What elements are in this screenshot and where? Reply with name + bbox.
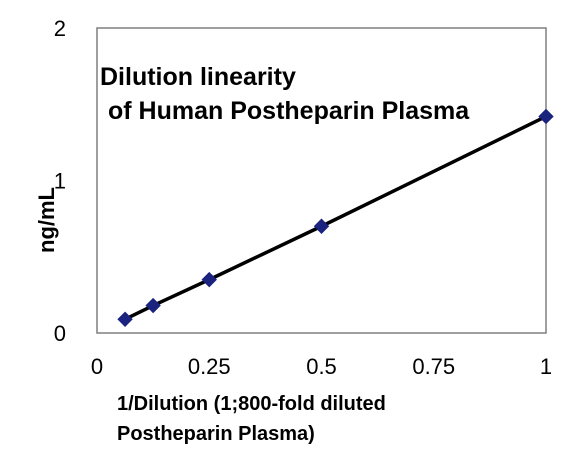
data-series xyxy=(117,108,554,327)
x-axis-label-line-1: 1/Dilution (1;800-fold diluted xyxy=(117,393,386,415)
data-point-marker xyxy=(145,297,161,314)
x-tick-label: 0.25 xyxy=(188,354,231,379)
plot-frame xyxy=(96,27,547,334)
chart-title-line-2: of Human Postheparin Plasma xyxy=(108,97,470,125)
data-point-marker xyxy=(313,218,330,234)
x-tick-label: 0 xyxy=(91,354,103,379)
x-tick-label: 0.5 xyxy=(306,354,337,379)
y-tick-label: 0 xyxy=(54,321,66,346)
data-point-marker xyxy=(201,271,217,288)
y-tick-labels: 0 1 2 xyxy=(54,16,66,346)
x-tick-labels: 0 0.25 0.5 0.75 1 xyxy=(91,354,552,379)
y-axis-label: ng/mL xyxy=(34,187,59,253)
x-tick-label: 0.75 xyxy=(412,354,455,379)
chart-title-line-1: Dilution linearity xyxy=(100,63,296,91)
data-point-marker xyxy=(117,311,133,327)
y-tick-label: 1 xyxy=(54,169,66,194)
data-point-marker xyxy=(538,108,554,125)
x-tick-label: 1 xyxy=(540,354,552,379)
y-tick-label: 2 xyxy=(54,16,66,41)
x-axis-label-line-2: Postheparin Plasma) xyxy=(117,423,315,445)
